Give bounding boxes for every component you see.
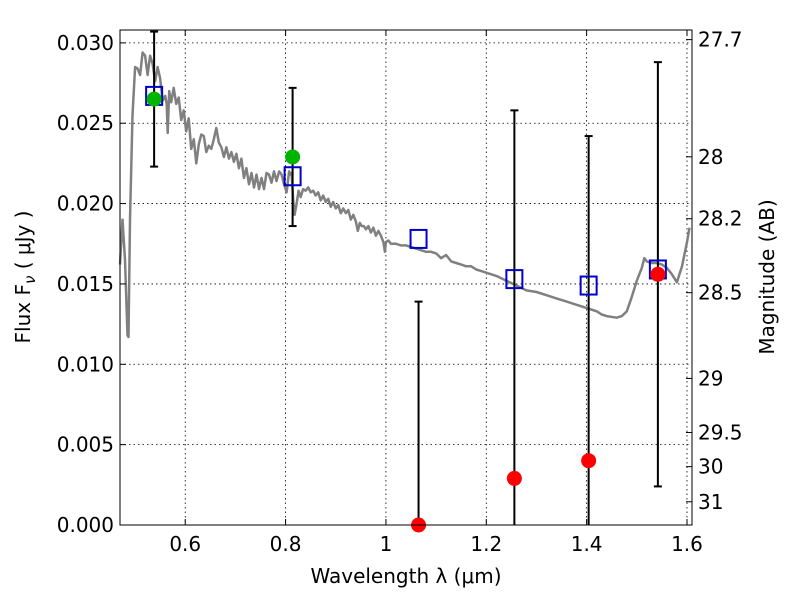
axis-ticks — [120, 30, 692, 526]
undetected-flux-marker — [506, 470, 522, 486]
plot-frame — [119, 29, 693, 526]
model-photometry-marker — [579, 275, 598, 296]
right-axis-label: Magnitude (AB) — [755, 199, 779, 354]
y-tick-label: 0.010 — [57, 352, 114, 376]
x-tick-label: 0.6 — [169, 532, 201, 556]
y-tick-label: 0.005 — [57, 433, 114, 457]
model-photometry-marker — [283, 166, 302, 187]
model-photometry-marker — [505, 269, 524, 290]
x-axis-label: Wavelength λ (μm) — [310, 564, 501, 588]
detected-flux-marker — [285, 149, 301, 165]
x-tick-label: 1.4 — [571, 532, 603, 556]
undetected-flux-marker — [650, 266, 666, 282]
x-tick-label: 1 — [380, 532, 393, 556]
y-tick-label: 0.030 — [57, 31, 114, 55]
y-tick-label: 0.000 — [57, 513, 114, 537]
grid-lines — [120, 30, 692, 525]
y-tick-label: 0.025 — [57, 111, 114, 135]
y-axis-label: Flux Fν ( μJy ) — [11, 211, 39, 344]
x-tick-label: 0.8 — [270, 532, 302, 556]
right-tick-label: 29.5 — [698, 421, 743, 445]
y-axis-label-unit: ( μJy ) — [11, 211, 35, 276]
model-spectrum-line — [118, 51, 691, 339]
detected-flux-marker — [146, 91, 162, 107]
right-tick-label: 28 — [698, 145, 723, 169]
right-tick-labels: 27.7 28 28.2 28.5 29 29.5 30 31 — [698, 28, 743, 514]
right-tick-label: 27.7 — [698, 28, 743, 52]
y-axis-label-sub: ν — [21, 276, 39, 284]
model-photometry-marker — [409, 228, 428, 249]
x-tick-label: 1.2 — [470, 532, 502, 556]
right-tick-label: 28.5 — [698, 281, 743, 305]
y-tick-labels: 0.000 0.005 0.010 0.015 0.020 0.025 0.030 — [57, 31, 114, 537]
y-axis-label-main: Flux F — [11, 284, 35, 343]
right-tick-label: 30 — [698, 455, 723, 479]
error-bars — [150, 30, 662, 525]
y-tick-label: 0.015 — [57, 272, 114, 296]
x-tick-labels: 0.6 0.8 1 1.2 1.4 1.6 — [169, 532, 703, 556]
right-tick-label: 31 — [698, 490, 723, 514]
x-tick-label: 1.6 — [671, 532, 703, 556]
right-tick-label: 29 — [698, 366, 723, 390]
right-tick-label: 28.2 — [698, 207, 743, 231]
y-tick-label: 0.020 — [57, 192, 114, 216]
undetected-flux-marker — [581, 453, 597, 469]
model-spectrum — [118, 51, 691, 339]
